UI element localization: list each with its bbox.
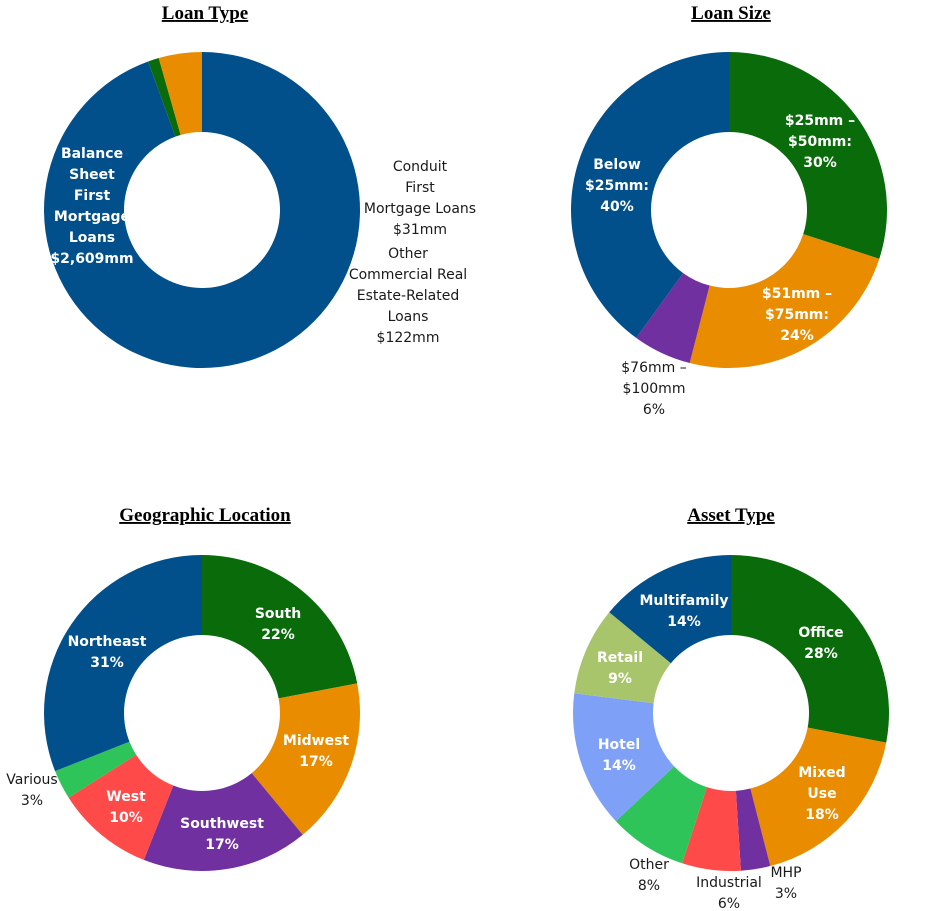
- slice-conduit-first-mortgage-loans: [148, 58, 181, 137]
- chart-title: Loan Type: [162, 3, 248, 24]
- slice-label-office: Office 28%: [798, 625, 843, 662]
- slice-label-retail: Retail 9%: [597, 650, 643, 687]
- slice-hotel: [573, 693, 675, 822]
- slice-industrial: [682, 787, 741, 871]
- slice-mixed-use: [750, 727, 887, 867]
- slice-label-various: Various 3%: [6, 772, 57, 809]
- donut-chart-loan-size: Loan Size $25mm – $50mm: 30% $51mm – $75mm: 24…: [571, 3, 887, 418]
- slice-mhp: [735, 788, 771, 871]
- slice-label-other: Other 8%: [629, 857, 669, 894]
- slice-label-25mm-50mm: $25mm – $50mm: 30%: [785, 113, 855, 171]
- slice-label-industrial: Industrial 6%: [696, 875, 762, 911]
- slice-balance-sheet-first-mortgage-loans: [44, 52, 361, 369]
- slice-other: [615, 766, 707, 864]
- slice-west: [68, 754, 174, 860]
- slice-label-below-25mm: Below $25mm: 40%: [585, 157, 649, 215]
- slice-below-25mm: [571, 52, 729, 338]
- slice-retail: [574, 612, 671, 704]
- slice-various: [55, 741, 137, 798]
- slice-label-west: West 10%: [106, 789, 146, 826]
- slice-multifamily: [609, 555, 731, 664]
- slice-office: [731, 555, 890, 743]
- slice-label-northeast: Northeast 31%: [68, 634, 147, 671]
- slice-label-other-commercial-real-estate-related-loans: Other Commercial Real Estate-Related Loans $…: [349, 246, 467, 346]
- slice-label-mhp: MHP 3%: [770, 865, 801, 902]
- chart-title: Loan Size: [691, 3, 771, 24]
- slice-label-51mm-75mm: $51mm – $75mm: 24%: [762, 286, 832, 344]
- chart-title: Asset Type: [687, 505, 774, 526]
- donut-chart-loan-type: Loan Type Balance Sheet First Mortgage Loans $…: [44, 3, 476, 369]
- donut-chart-asset-type: Asset Type Office 28% Mixed Use 18% MHP 3% Indus…: [573, 505, 890, 911]
- slice-label-balance-sheet-first-mortgage-loans: Balance Sheet First Mortgage Loans $2,609mm: [50, 146, 133, 267]
- slice-label-conduit-first-mortgage-loans: Conduit First Mortgage Loans $31mm: [364, 159, 476, 238]
- slice-northeast: [43, 555, 203, 772]
- slice-midwest: [251, 683, 361, 835]
- slice-label-76mm-100mm: $76mm – $100mm 6%: [621, 360, 686, 418]
- slice-label-hotel: Hotel 14%: [598, 737, 640, 774]
- slice-label-mixed-use: Mixed Use 18%: [798, 765, 845, 823]
- slice-label-southwest: Southwest 17%: [180, 816, 264, 853]
- chart-title: Geographic Location: [119, 505, 291, 526]
- slice-25mm-50mm: [729, 52, 887, 259]
- slice-51mm-75mm: [689, 234, 880, 368]
- slice-label-midwest: Midwest 17%: [283, 733, 350, 770]
- slice-other-commercial-real-estate-related-loans: [158, 52, 202, 135]
- donut-chart-geographic-location: Geographic Location South 22% Midwest 17% Sou…: [6, 505, 361, 872]
- slice-label-multifamily: Multifamily 14%: [639, 593, 728, 630]
- slice-76mm-100mm: [636, 273, 710, 364]
- slice-label-south: South 22%: [255, 606, 301, 643]
- slice-south: [202, 555, 358, 699]
- slice-southwest: [143, 773, 303, 872]
